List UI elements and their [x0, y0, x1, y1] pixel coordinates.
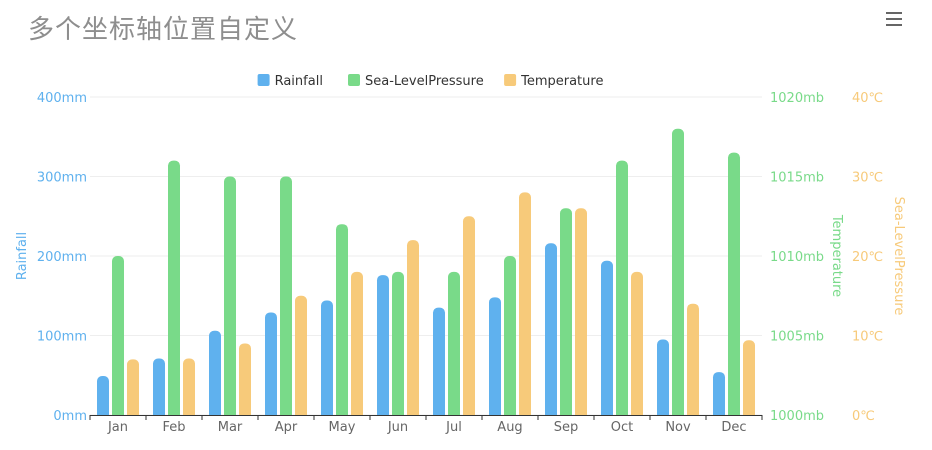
rainfall-bar[interactable]: [713, 372, 725, 415]
pressure-bar[interactable]: [672, 128, 684, 416]
pressure-bar[interactable]: [168, 160, 180, 415]
rainfall-bar[interactable]: [377, 275, 389, 415]
temperature-bar[interactable]: [687, 303, 699, 415]
rainfall-bar[interactable]: [265, 312, 277, 415]
rainfall-bar[interactable]: [153, 358, 165, 415]
pressure-bar[interactable]: [224, 176, 236, 416]
rainfall-bar[interactable]: [657, 339, 669, 415]
pressure-bar[interactable]: [112, 256, 124, 415]
temperature-bar[interactable]: [127, 359, 139, 415]
pressure-axis-tick-label: 1020mb: [770, 91, 824, 106]
x-tick-label: Jul: [445, 420, 462, 435]
menu-icon[interactable]: [884, 10, 906, 28]
temperature-bar[interactable]: [239, 343, 251, 415]
x-tick-label: Sep: [554, 420, 579, 435]
x-tick-label: Oct: [611, 420, 633, 435]
pressure-bar[interactable]: [280, 176, 292, 416]
pressure-axis-title: Temperature: [829, 214, 844, 297]
temperature-axis-tick-label: 0℃: [852, 409, 875, 424]
rainfall-axis-title: Rainfall: [15, 232, 30, 280]
rainfall-bar[interactable]: [489, 297, 501, 415]
temperature-axis-title: Sea-LevelPressure: [891, 197, 906, 316]
x-tick-label: Jun: [387, 420, 408, 435]
x-tick-label: Nov: [665, 420, 691, 435]
temperature-bar[interactable]: [183, 358, 195, 415]
temperature-bar[interactable]: [295, 295, 307, 415]
rainfall-bar[interactable]: [545, 243, 557, 415]
pressure-bar[interactable]: [392, 271, 404, 415]
pressure-axis-tick-label: 1015mb: [770, 171, 824, 186]
temperature-bar[interactable]: [575, 208, 587, 415]
pressure-bar[interactable]: [336, 224, 348, 415]
temperature-axis-tick-label: 40℃: [852, 91, 883, 106]
pressure-axis-tick-label: 1000mb: [770, 409, 824, 424]
rainfall-axis-tick-label: 300mm: [37, 171, 87, 186]
temperature-axis-tick-label: 30℃: [852, 171, 883, 186]
x-tick-label: Feb: [162, 420, 185, 435]
x-tick-label: Jan: [107, 420, 128, 435]
pressure-bar[interactable]: [504, 256, 516, 415]
chart-title: 多个坐标轴位置自定义: [28, 15, 299, 45]
rainfall-bar[interactable]: [209, 330, 221, 415]
legend-item-label: Temperature: [520, 74, 603, 89]
pressure-bar[interactable]: [616, 160, 628, 415]
pressure-axis-tick-label: 1010mb: [770, 250, 824, 265]
temperature-axis-tick-label: 10℃: [852, 330, 883, 345]
legend-item-label: Sea-LevelPressure: [365, 74, 484, 89]
rainfall-bar[interactable]: [601, 260, 613, 415]
pressure-bar[interactable]: [448, 271, 460, 415]
legend-item-label: Rainfall: [275, 74, 323, 89]
rainfall-bar[interactable]: [321, 300, 333, 415]
rainfall-bar[interactable]: [433, 307, 445, 415]
x-tick-label: May: [329, 420, 356, 435]
temperature-bar[interactable]: [631, 271, 643, 415]
x-tick-label: Aug: [497, 420, 522, 435]
rainfall-bar[interactable]: [97, 376, 109, 415]
pressure-axis-tick-label: 1005mb: [770, 330, 824, 345]
rainfall-axis-tick-label: 0mm: [53, 409, 87, 424]
temperature-bar[interactable]: [463, 216, 475, 415]
pressure-bar[interactable]: [728, 152, 740, 415]
x-tick-label: Dec: [721, 420, 746, 435]
temperature-bar[interactable]: [351, 271, 363, 415]
x-tick-label: Mar: [218, 420, 243, 435]
rainfall-axis-tick-label: 100mm: [37, 330, 87, 345]
temperature-bar[interactable]: [519, 192, 531, 415]
rainfall-axis-tick-label: 200mm: [37, 250, 87, 265]
pressure-bar[interactable]: [560, 208, 572, 415]
legend-swatch[interactable]: [504, 74, 517, 86]
legend-swatch[interactable]: [257, 74, 270, 86]
rainfall-axis-tick-label: 400mm: [37, 91, 87, 106]
legend-swatch[interactable]: [348, 74, 360, 86]
temperature-axis-tick-label: 20℃: [852, 250, 883, 265]
temperature-bar[interactable]: [407, 240, 419, 415]
x-tick-label: Apr: [275, 420, 298, 435]
temperature-bar[interactable]: [743, 340, 755, 415]
